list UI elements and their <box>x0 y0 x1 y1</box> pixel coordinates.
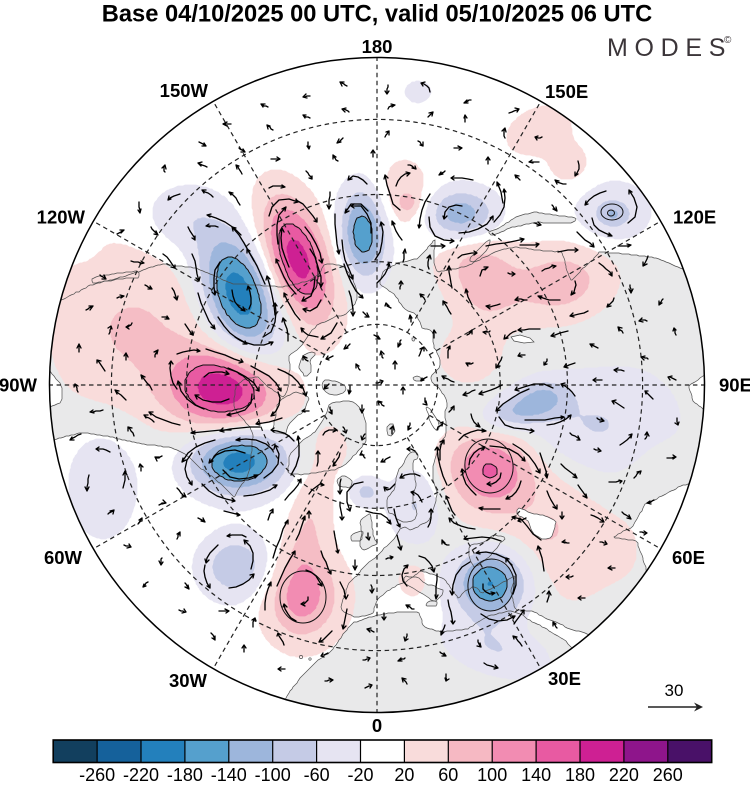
svg-text:30E: 30E <box>548 668 581 689</box>
svg-text:-60: -60 <box>304 765 330 783</box>
svg-text:20: 20 <box>394 765 414 783</box>
svg-text:60: 60 <box>438 765 458 783</box>
svg-text:260: 260 <box>653 765 683 783</box>
svg-text:120E: 120E <box>673 207 716 228</box>
svg-text:180: 180 <box>362 36 393 57</box>
svg-text:0: 0 <box>372 715 382 736</box>
svg-text:-220: -220 <box>123 765 159 783</box>
svg-text:-260: -260 <box>79 765 115 783</box>
svg-text:60E: 60E <box>672 547 705 568</box>
svg-text:-180: -180 <box>167 765 203 783</box>
svg-text:60W: 60W <box>44 547 83 568</box>
svg-text:220: 220 <box>609 765 639 783</box>
svg-text:MODES: MODES <box>607 34 732 62</box>
svg-text:Base 04/10/2025 00 UTC, valid: Base 04/10/2025 00 UTC, valid 05/10/2025… <box>102 2 652 28</box>
svg-text:©: © <box>724 35 732 46</box>
svg-text:150E: 150E <box>545 81 588 102</box>
svg-text:150W: 150W <box>160 80 209 101</box>
svg-text:90E: 90E <box>719 375 750 396</box>
svg-text:30W: 30W <box>169 670 208 691</box>
svg-text:30: 30 <box>665 681 684 700</box>
svg-text:140: 140 <box>521 765 551 783</box>
svg-text:-140: -140 <box>211 765 247 783</box>
svg-text:-100: -100 <box>255 765 291 783</box>
svg-text:90W: 90W <box>0 375 38 396</box>
svg-text:120W: 120W <box>37 207 86 228</box>
svg-text:180: 180 <box>565 765 595 783</box>
svg-text:-20: -20 <box>347 765 373 783</box>
svg-text:100: 100 <box>477 765 507 783</box>
